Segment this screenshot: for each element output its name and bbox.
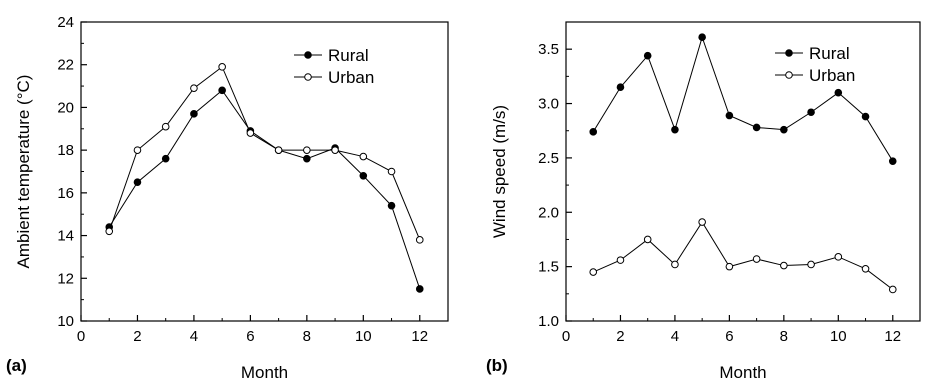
x-tick-label: 12 [411, 328, 428, 345]
y-tick-label: 20 [57, 99, 74, 116]
data-point-urban [807, 260, 815, 269]
data-point-rural [671, 125, 679, 134]
x-tick-label: 0 [77, 328, 85, 345]
data-point-rural [752, 123, 761, 132]
y-tick-label: 1.0 [538, 313, 559, 330]
data-point-urban [861, 265, 870, 273]
data-point-rural [218, 86, 226, 95]
data-point-urban [725, 262, 734, 271]
plot-frame [565, 21, 921, 322]
data-point-urban [161, 122, 170, 131]
legend-marker-rural [785, 49, 793, 57]
data-point-urban [589, 268, 598, 276]
data-point-urban [190, 84, 198, 93]
data-point-urban [643, 235, 652, 244]
x-tick-label: 2 [133, 328, 141, 345]
x-tick-label: 4 [671, 328, 679, 345]
data-point-rural [698, 33, 706, 42]
data-point-urban [834, 253, 843, 261]
y-tick-label: 16 [57, 185, 74, 202]
y-tick-label: 1.5 [538, 259, 559, 276]
data-point-urban [246, 129, 255, 137]
legend-label-rural: Rural [809, 44, 850, 63]
y-axis-label: Ambient temperature (°C) [14, 75, 33, 269]
y-tick-label: 22 [57, 57, 74, 74]
data-point-urban [133, 146, 142, 154]
data-point-urban [274, 146, 283, 154]
data-point-rural [303, 154, 311, 163]
data-point-rural [643, 51, 652, 60]
x-tick-label: 8 [780, 328, 788, 345]
y-tick-label: 10 [57, 313, 74, 330]
panel-label: (b) [486, 356, 508, 375]
data-point-rural [616, 83, 625, 92]
x-tick-label: 10 [355, 328, 372, 345]
data-point-urban [387, 167, 396, 176]
legend-marker-rural [304, 51, 312, 59]
data-point-rural [415, 285, 424, 293]
data-point-urban [698, 218, 706, 226]
y-tick-label: 2.0 [538, 204, 559, 221]
data-point-urban [218, 63, 226, 71]
legend-label-rural: Rural [328, 46, 369, 65]
data-point-rural [834, 88, 843, 97]
legend-label-urban: Urban [809, 66, 855, 85]
y-tick-label: 12 [57, 270, 74, 287]
y-tick-label: 24 [57, 14, 74, 31]
data-point-rural [589, 128, 598, 136]
legend-label-urban: Urban [328, 68, 374, 87]
x-tick-label: 4 [190, 328, 198, 345]
data-point-urban [415, 236, 424, 244]
series-line-rural [592, 35, 894, 162]
data-point-rural [161, 154, 170, 163]
x-tick-label: 6 [246, 328, 254, 345]
data-point-rural [888, 157, 897, 165]
series-line-rural [108, 89, 421, 290]
data-point-urban [105, 227, 114, 236]
data-point-rural [133, 178, 142, 186]
y-tick-label: 3.5 [538, 41, 559, 58]
data-point-urban [888, 285, 897, 294]
x-tick-label: 12 [884, 328, 901, 345]
legend-marker-urban [304, 73, 312, 81]
data-point-urban [303, 146, 311, 154]
x-tick-label: 2 [616, 328, 624, 345]
legend-marker-urban [785, 71, 793, 79]
x-tick-label: 0 [562, 328, 570, 345]
x-tick-label: 8 [303, 328, 311, 345]
chart-wind-speed: 0 2 4 6 8 10 12 1.0 1.5 2.0 2.5 3.0 3.5 Month Wind spe… [486, 21, 921, 382]
y-tick-label: 14 [57, 228, 74, 245]
y-tick-label: 2.5 [538, 150, 559, 167]
data-point-urban [616, 256, 625, 264]
data-point-urban [331, 146, 339, 154]
x-tick-label: 10 [830, 328, 847, 345]
y-tick-label: 18 [57, 142, 74, 159]
y-axis-label: Wind speed (m/s) [490, 105, 509, 238]
panel-label: (a) [6, 356, 27, 375]
data-point-urban [752, 255, 761, 263]
y-tick-label: 3.0 [538, 96, 559, 113]
data-point-urban [780, 261, 788, 270]
data-point-rural [725, 111, 734, 120]
x-axis-label: Month [241, 363, 288, 382]
data-point-urban [359, 152, 368, 161]
x-axis-label: Month [719, 363, 766, 382]
data-point-urban [671, 260, 679, 269]
series-line-urban [108, 66, 421, 241]
data-point-rural [780, 125, 788, 134]
data-point-rural [807, 108, 815, 117]
series-line-urban [593, 221, 894, 290]
data-point-rural [387, 201, 396, 210]
data-point-rural [861, 112, 870, 121]
data-point-rural [190, 110, 198, 118]
data-point-rural [359, 171, 368, 180]
x-tick-label: 6 [725, 328, 733, 345]
